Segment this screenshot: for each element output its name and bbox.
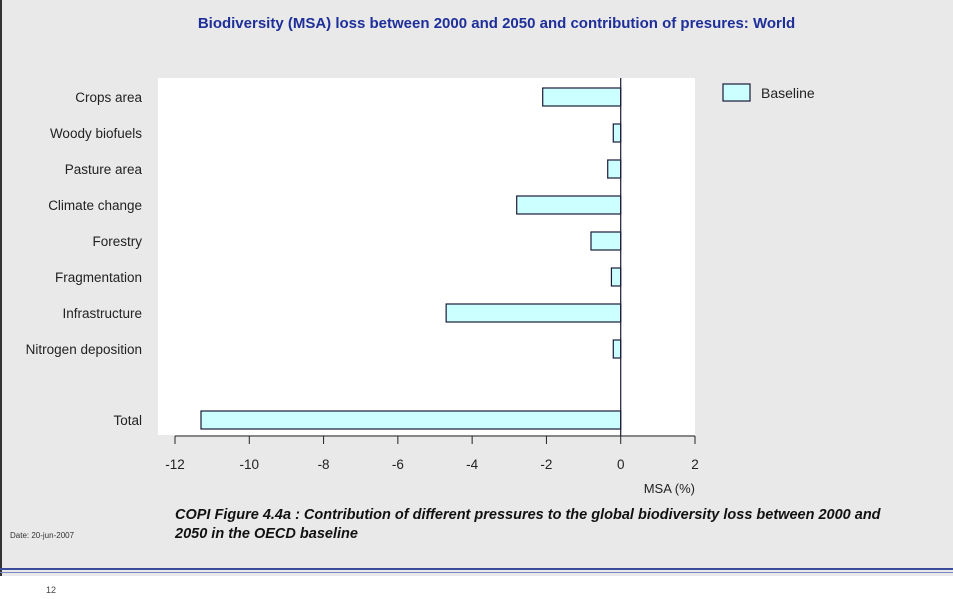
page-number: 12 (46, 585, 57, 595)
bar-total (200, 410, 622, 430)
footer-rule (0, 568, 953, 570)
bar-crops-area (542, 87, 622, 107)
legend-swatch-baseline (722, 83, 751, 102)
x-tick-label: -6 (392, 457, 404, 472)
x-tick-label: -2 (540, 457, 552, 472)
y-tick-label: Forestry (92, 234, 142, 249)
y-tick-label: Infrastructure (62, 306, 142, 321)
figure-caption: COPI Figure 4.4a : Contribution of diffe… (175, 507, 881, 542)
y-tick-label: Total (113, 413, 142, 428)
bar-fragmentation (610, 267, 622, 287)
y-tick-label: Fragmentation (55, 270, 142, 285)
date-stamp: Date: 20-jun-2007 (10, 531, 75, 540)
x-tick-label: 0 (617, 457, 625, 472)
bar-infrastructure (445, 303, 622, 323)
x-tick-label: 2 (691, 457, 699, 472)
footer-rule-thin (0, 572, 953, 573)
chart-title: Biodiversity (MSA) loss between 2000 and… (197, 15, 796, 32)
bar-pasture-area (607, 159, 622, 179)
bar-woody-biofuels (612, 123, 622, 143)
y-tick-label: Climate change (48, 198, 142, 213)
legend: Baseline (722, 83, 815, 102)
y-tick-label: Woody biofuels (50, 126, 142, 141)
plot-area (158, 78, 695, 435)
x-tick-label: -12 (165, 457, 185, 472)
y-tick-label: Crops area (75, 90, 142, 105)
y-tick-label: Pasture area (65, 162, 143, 177)
bar-nitrogen-deposition (612, 339, 622, 359)
left-border (0, 0, 2, 576)
bar-forestry (590, 231, 622, 251)
y-tick-label: Nitrogen deposition (26, 342, 142, 357)
x-tick-label: -4 (466, 457, 478, 472)
x-axis-label: MSA (%) (644, 481, 695, 496)
bar-chart: Crops area Woody biofuels Pasture area Clim… (26, 78, 815, 496)
bar-climate-change (516, 195, 622, 215)
x-tick-label: -10 (240, 457, 260, 472)
legend-label-baseline: Baseline (761, 85, 815, 101)
x-tick-label: -8 (318, 457, 330, 472)
